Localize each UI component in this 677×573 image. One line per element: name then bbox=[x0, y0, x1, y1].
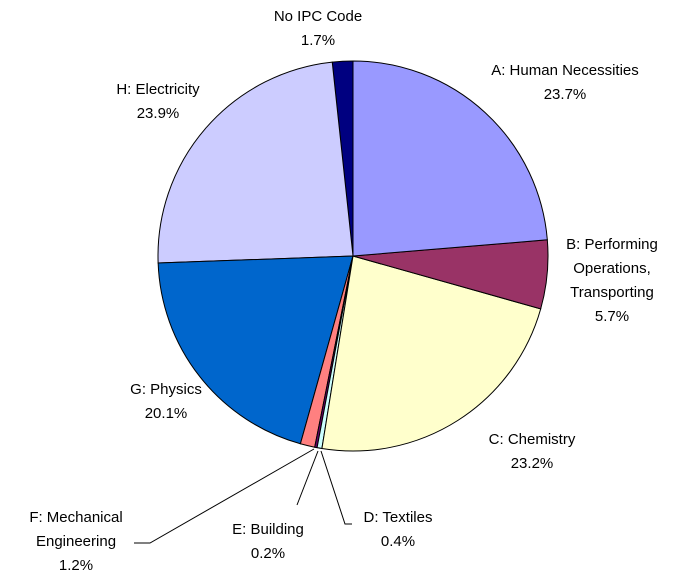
pie-slice bbox=[157, 255, 354, 445]
category-label: No IPC Code bbox=[273, 8, 363, 25]
slice-label: D: Textiles 0.4% bbox=[338, 506, 458, 554]
slice-label: G: Physics 20.1% bbox=[106, 378, 226, 426]
category-label: F: Mechanical Engineering bbox=[29, 509, 123, 550]
category-label: D: Textiles bbox=[363, 509, 433, 526]
leader-line bbox=[296, 450, 319, 506]
slice-label: F: Mechanical Engineering 1.2% bbox=[11, 506, 141, 573]
slice-label: E: Building 0.2% bbox=[208, 518, 328, 566]
value-label: 0.4% bbox=[380, 533, 416, 550]
category-label: C: Chemistry bbox=[488, 431, 576, 448]
value-label: 1.2% bbox=[58, 557, 94, 573]
value-label: 20.1% bbox=[144, 405, 188, 422]
slice-label: B: Performing Operations, Transporting 5.… bbox=[547, 233, 677, 329]
value-label: 0.2% bbox=[250, 545, 286, 562]
slice-label: A: Human Necessities 23.7% bbox=[465, 59, 665, 107]
category-label: A: Human Necessities bbox=[491, 62, 639, 79]
leader-line bbox=[134, 448, 315, 544]
slice-label: No IPC Code 1.7% bbox=[248, 5, 388, 53]
value-label: 5.7% bbox=[594, 308, 630, 325]
value-label: 23.7% bbox=[543, 86, 587, 103]
slice-label: C: Chemistry 23.2% bbox=[457, 428, 607, 476]
pie-slice bbox=[157, 61, 354, 264]
value-label: 23.2% bbox=[510, 455, 554, 472]
leader-lines bbox=[134, 448, 352, 544]
slice-label: H: Electricity 23.9% bbox=[88, 78, 228, 126]
category-label: H: Electricity bbox=[116, 81, 200, 98]
category-label: E: Building bbox=[232, 521, 304, 538]
value-label: 23.9% bbox=[136, 105, 180, 122]
category-label: B: Performing Operations, Transporting bbox=[566, 236, 658, 301]
pie-slice bbox=[321, 255, 542, 452]
category-label: G: Physics bbox=[130, 381, 202, 398]
leader-line bbox=[320, 450, 352, 525]
pie-slice bbox=[352, 60, 548, 257]
value-label: 1.7% bbox=[300, 32, 336, 49]
